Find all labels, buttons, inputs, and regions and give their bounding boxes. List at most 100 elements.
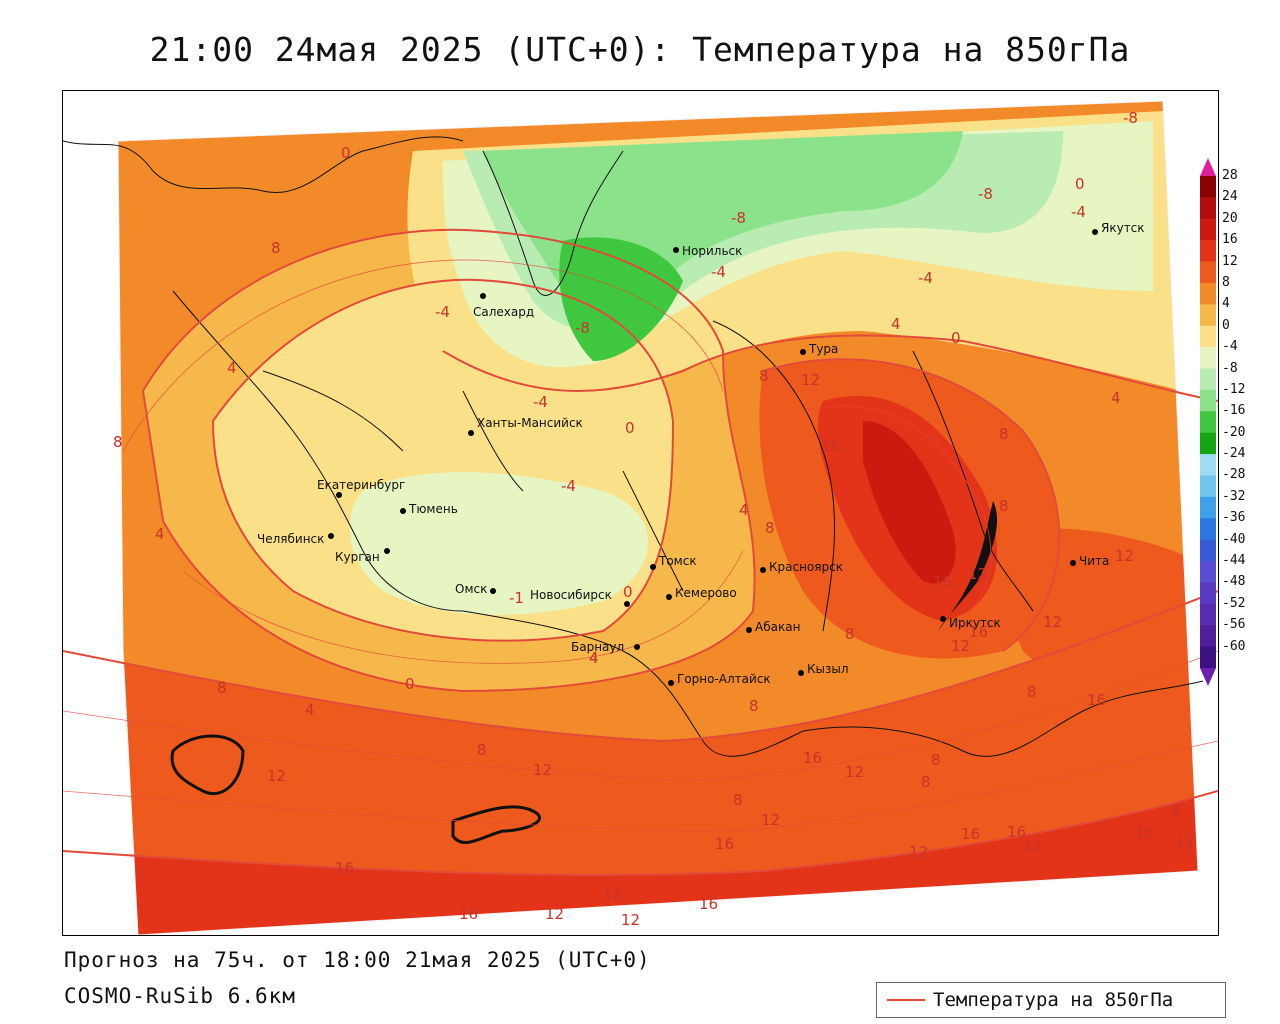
colorbar-swatch [1200,539,1216,562]
contour-label: 4 [155,525,165,543]
colorbar-tick-label: -8 [1222,360,1238,376]
contour-label: 12 [1115,547,1134,565]
city-yakutsk[interactable]: Якутск [1092,221,1145,235]
colorbar-tick-label: -40 [1222,531,1246,547]
contour-label: -4 [1071,203,1086,221]
colorbar-tick-label: -60 [1222,638,1246,654]
svg-text:Горно-Алтайск: Горно-Алтайск [677,672,771,686]
city-kemerovo[interactable]: Кемерово [666,586,737,600]
svg-text:Норильск: Норильск [682,244,742,258]
city-tura[interactable]: Тура [800,342,838,356]
contour-label: 8 [477,741,487,759]
domain-outline [117,100,1199,935]
contour-label: -8 [1123,109,1138,127]
city-chita[interactable]: Чита [1070,554,1109,568]
contour-label: 0 [951,329,961,347]
svg-text:Кемерово: Кемерово [675,586,737,600]
svg-text:Ханты-Мансийск: Ханты-Мансийск [477,416,583,430]
colorbar-svg [1200,158,1216,686]
svg-text:Томск: Томск [658,554,697,568]
temperature-map[interactable]: 0 -8 -4 -8 -4 -4 -8 8 -4 -8 -4 0 4 0 4 4… [63,91,1218,935]
contour-label: 12 [533,761,552,779]
contour-label: 8 [733,791,743,809]
contour-label: 4 [1111,389,1121,407]
colorbar-tick-label: -32 [1222,488,1246,504]
colorbar-swatch [1200,454,1216,476]
city-norilsk[interactable]: Норильск [673,244,742,258]
contour-label: 8 [759,367,769,385]
city-ekaterinburg[interactable]: Екатеринбург [317,478,405,498]
contour-label: -4 [918,269,933,287]
contour-label: -8 [575,319,590,337]
colorbar-swatch [1200,304,1216,327]
colorbar-swatch [1200,496,1216,519]
contour-label: 4 [589,649,599,667]
city-khanty-mansiysk[interactable]: Ханты-Мансийск [468,416,583,436]
contour-label: -4 [711,263,726,281]
colorbar-swatch [1200,240,1216,263]
contour-label: 16 [459,905,478,923]
colorbar-tick-label: -36 [1222,510,1246,526]
band-12-northeast [1006,528,1198,711]
colorbar-tick-label: 16 [1222,232,1238,248]
contour-label: 12 [801,371,820,389]
contour-label: 16 [699,895,718,913]
forecast-info: Прогноз на 75ч. от 18:00 21мая 2025 (UTC… [64,948,651,972]
city-kurgan[interactable]: Курган [335,548,390,564]
colorbar-tick-label: -56 [1222,617,1246,633]
city-gorno-altaysk[interactable]: Горно-Алтайск [668,672,771,686]
colorbar-tick-label: 4 [1222,296,1230,312]
map-frame[interactable]: 0 -8 -4 -8 -4 -4 -8 8 -4 -8 -4 0 4 0 4 4… [62,90,1219,936]
city-omsk[interactable]: Омск [455,582,496,596]
colorbar-tick-label: -28 [1222,467,1246,483]
colorbar-swatch [1200,347,1216,370]
contour-label: 4 [305,701,315,719]
city-tomsk[interactable]: Томск [650,554,697,570]
contour-label: 16 [933,573,952,591]
contour-label: 8 [931,751,941,769]
colorbar-swatch [1200,368,1216,391]
colorbar-swatch [1200,325,1216,348]
contour-label: 12 [761,811,780,829]
colorbar-swatch [1200,646,1216,669]
contour-label: 4 [891,315,901,333]
contour-label: -1 [509,589,524,607]
svg-text:Салехард: Салехард [473,305,534,319]
colorbar-tick-label: -48 [1222,574,1246,590]
colorbar-swatch [1200,218,1216,241]
contour-label: 12 [545,905,564,923]
contour-label: 12 [621,911,640,929]
city-novosibirsk[interactable]: Новосибирск [530,588,630,607]
colorbar-tick-label: 0 [1222,317,1230,333]
contour-label: -4 [435,303,450,321]
svg-text:Курган: Курган [335,550,380,564]
city-salekhard[interactable]: Салехард [473,293,534,319]
legend-line-swatch [887,999,925,1001]
borders [63,136,1204,757]
city-chelyabinsk[interactable]: Челябинск [257,532,334,546]
contour-label: 16 [969,623,988,641]
colorbar-swatch [1200,197,1216,220]
colorbar-swatch [1200,582,1216,605]
city-barnaul[interactable]: Барнаул [571,640,640,654]
city-krasnoyarsk[interactable]: Красноярск [760,560,843,574]
contour-label: 12 [909,843,928,861]
contour-label-group: 0 -8 -4 -8 -4 -4 -8 8 -4 -8 -4 0 4 0 4 4… [113,109,1194,929]
contour-label: 0 [625,419,635,437]
colorbar-swatch [1200,411,1216,434]
contour-label: 12 [845,763,864,781]
contour-label: 8 [1027,683,1037,701]
city-abakan[interactable]: Абакан [746,620,800,634]
band-neg16 [559,237,683,361]
svg-text:Красноярск: Красноярск [769,560,843,574]
city-kyzyl[interactable]: Кызыл [798,662,849,676]
city-irkutsk[interactable]: Иркутск [940,616,1001,630]
contour-label: 12 [1175,833,1194,851]
svg-text:Омск: Омск [455,582,487,596]
contour-label: 0 [405,675,415,693]
svg-text:Новосибирск: Новосибирск [530,588,612,602]
contour-label: 16 [715,835,734,853]
contour-label: 4 [589,649,599,667]
contour-label: 8 [921,773,931,791]
city-tyumen[interactable]: Тюмень [400,502,458,516]
